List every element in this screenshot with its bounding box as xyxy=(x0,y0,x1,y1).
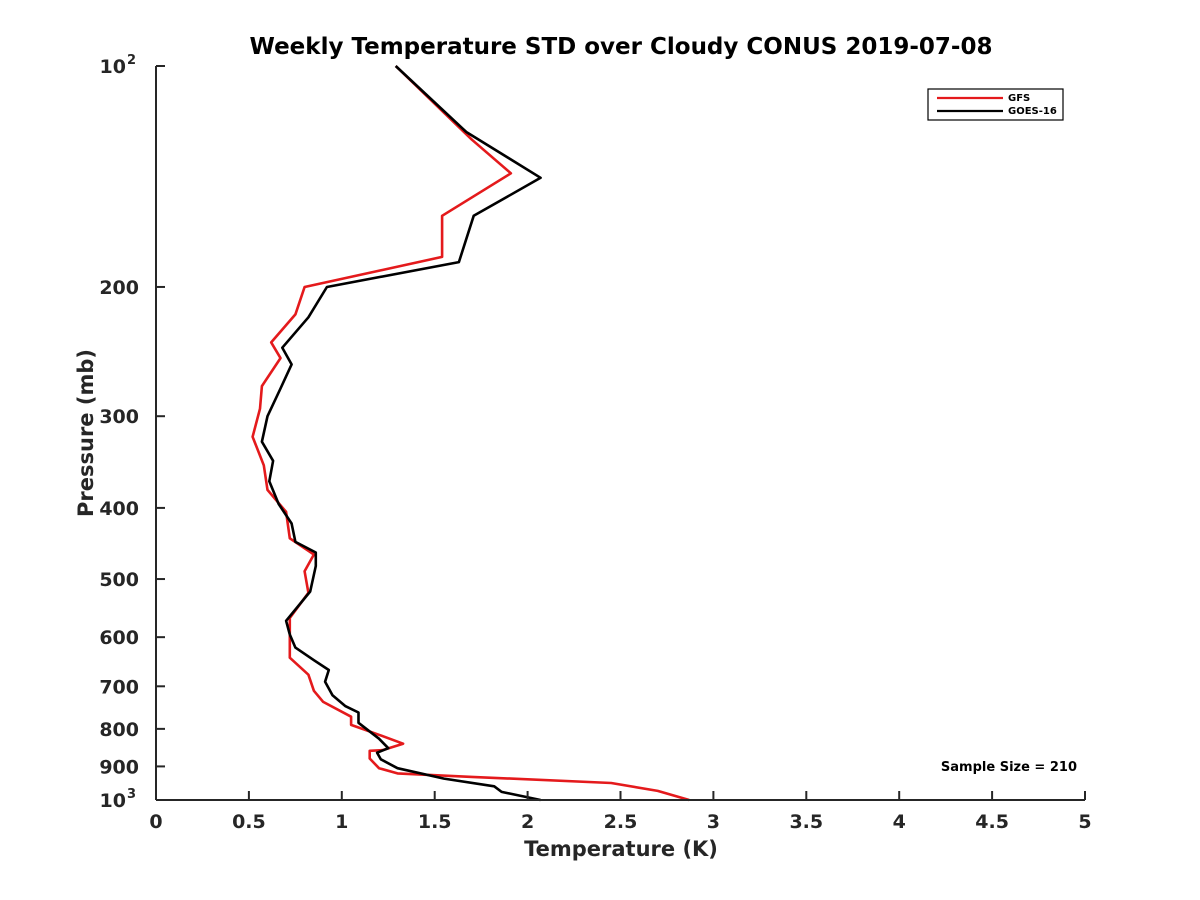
x-axis-ticks: 0 0.5 1 1.5 2 2.5 3 3.5 4 4.5 5 xyxy=(149,791,1092,833)
x-tick-label: 2 xyxy=(521,811,534,833)
y-tick-label: 10 xyxy=(100,56,126,78)
y-tick-label: 300 xyxy=(99,406,139,428)
legend-label-gfs: GFS xyxy=(1008,93,1030,104)
x-tick-label: 0.5 xyxy=(232,811,266,833)
plot-lines xyxy=(251,65,690,802)
legend: GFS GOES-16 xyxy=(927,88,1064,121)
x-tick-label: 1 xyxy=(335,811,348,833)
x-tick-label: 4.5 xyxy=(975,811,1009,833)
x-tick-label: 3.5 xyxy=(789,811,823,833)
y-tick-label: 900 xyxy=(99,756,139,778)
legend-box xyxy=(927,88,1064,121)
x-axis-label: Temperature (K) xyxy=(524,837,718,861)
x-tick-label: 0 xyxy=(149,811,162,833)
y-tick-exponent: 3 xyxy=(127,787,136,802)
y-tick-label: 600 xyxy=(99,627,139,649)
x-tick-label: 4 xyxy=(893,811,906,833)
y-tick-label: 700 xyxy=(99,676,139,698)
y-axis-label: Pressure (mb) xyxy=(74,349,98,517)
y-tick-exponent: 2 xyxy=(127,53,136,68)
chart-title: Weekly Temperature STD over Cloudy CONUS… xyxy=(250,34,993,60)
legend-label-goes-16: GOES-16 xyxy=(1008,106,1057,117)
x-tick-label: 1.5 xyxy=(418,811,452,833)
sample-size-annotation: Sample Size = 210 xyxy=(941,760,1077,775)
x-tick-label: 5 xyxy=(1078,811,1091,833)
x-tick-label: 2.5 xyxy=(604,811,638,833)
series-line-goes-16 xyxy=(260,65,542,802)
y-tick-label: 200 xyxy=(99,277,139,299)
y-tick-label: 800 xyxy=(99,719,139,741)
x-tick-label: 3 xyxy=(707,811,720,833)
y-tick-label: 500 xyxy=(99,569,139,591)
y-tick-label: 10 xyxy=(100,790,126,812)
y-tick-label: 400 xyxy=(99,498,139,520)
